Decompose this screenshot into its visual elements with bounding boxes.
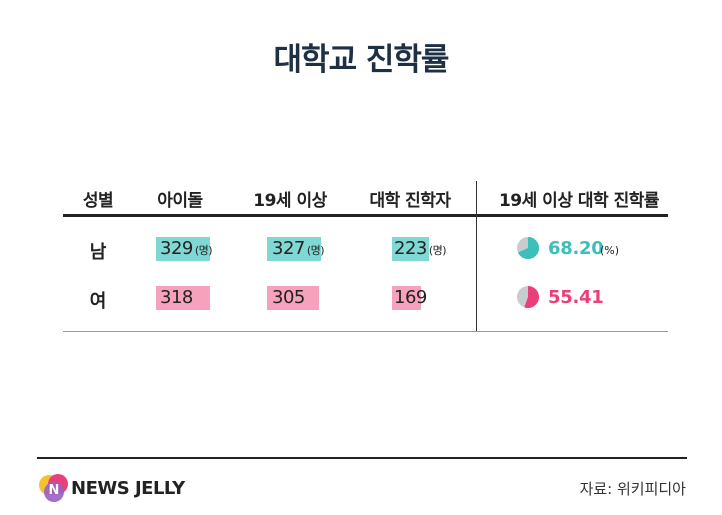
pie-slice — [524, 286, 539, 308]
logo-letter: N — [49, 483, 60, 498]
chart-title: 대학교 진학률 — [273, 42, 450, 78]
unit-male-adults: (명) — [306, 244, 325, 257]
value-male-idols: 329 (명) — [160, 238, 213, 259]
header-gender: 성별 — [82, 191, 114, 211]
bar-male-idols — [156, 237, 210, 261]
header-rate: 19세 이상 대학 진학률 — [498, 191, 660, 211]
value-male-adults: 327 (명) — [272, 238, 325, 259]
header-university: 대학 진학자 — [369, 191, 451, 211]
header-idols: 아이돌 — [157, 191, 203, 211]
bar-male-adults — [267, 237, 321, 261]
value-female-university: 169 — [394, 287, 427, 308]
value-female-adults: 305 — [272, 287, 305, 308]
pie-male-rate — [517, 237, 540, 259]
bar-female-university — [392, 286, 421, 310]
pie-female-rate — [517, 286, 539, 308]
value-male-university: 223 (명) — [394, 238, 447, 259]
row-label-female: 여 — [89, 291, 107, 312]
table-top-rule — [63, 214, 668, 217]
header-adults: 19세 이상 — [253, 191, 327, 211]
value-female-idols: 318 — [160, 287, 193, 308]
bar-male-university — [392, 237, 429, 261]
pie-slice — [517, 237, 540, 259]
bar-female-adults — [267, 286, 319, 310]
table-bottom-rule — [63, 331, 668, 332]
source-note: 자료: 위키피디아 — [579, 480, 686, 498]
rate-female: 55.41 — [548, 287, 604, 308]
row-label-male: 남 — [89, 242, 107, 263]
footer-rule — [37, 457, 687, 459]
unit-male-university: (명) — [428, 244, 447, 257]
newsjelly-logo-icon: N — [39, 474, 68, 502]
rate-male: 68.20 — [548, 238, 604, 259]
logo-text: NEWS JELLY — [71, 478, 185, 499]
column-divider — [476, 181, 477, 331]
rate-unit: (%) — [600, 244, 620, 257]
unit-male-idols: (명) — [194, 244, 213, 257]
bar-female-idols — [156, 286, 210, 310]
